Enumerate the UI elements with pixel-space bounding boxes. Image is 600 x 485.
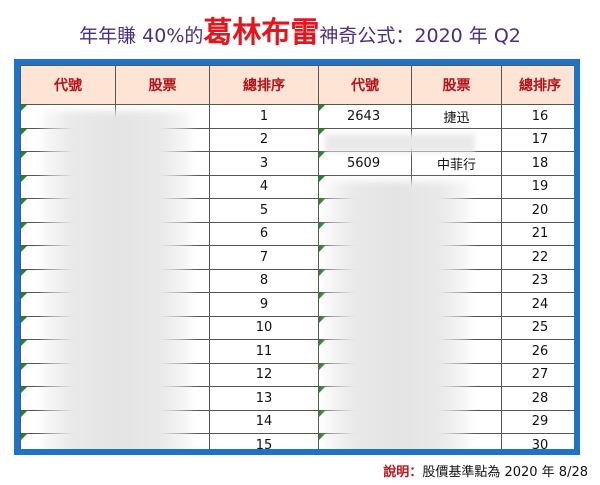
table-frame: 代號 股票 總排序 代號 股票 總排序 1 2643 捷迅 16 2 17 3 5609 中菲行…: [14, 59, 580, 455]
title-highlight: 葛林布雷: [203, 15, 320, 49]
cell-rank-right: 17: [501, 127, 574, 152]
header-row: 代號 股票 總排序 代號 股票 總排序: [20, 65, 574, 105]
header-rank-right: 總排序: [501, 65, 574, 105]
cell-rank-right: 29: [501, 409, 574, 434]
footnote-label: 說明：: [383, 465, 423, 480]
cell-rank-left: 12: [209, 362, 319, 387]
cell-rank-right: 27: [501, 362, 574, 387]
cell-rank-right: 25: [501, 315, 574, 340]
cell-rank-left: 6: [209, 221, 319, 246]
cell-rank-right: 22: [501, 245, 574, 270]
cell-rank-left: 3: [209, 151, 319, 176]
header-code-left: 代號: [20, 65, 116, 105]
cell-rank-right: 18: [501, 151, 574, 176]
redacted-region-row2: [325, 134, 475, 152]
cell-rank-right: 19: [501, 174, 574, 199]
cell-rank-left: 11: [209, 339, 319, 364]
title-prefix: 年年賺 40%的: [79, 25, 204, 47]
cell-stock-right: 中菲行: [411, 151, 502, 176]
cell-code-right: 2643: [318, 104, 412, 129]
cell-rank-left: 13: [209, 386, 319, 411]
cell-rank-left: 14: [209, 409, 319, 434]
footnote-text: 股價基準點為 2020 年 8/28: [422, 465, 588, 480]
cell-code-right: 5609: [318, 151, 412, 176]
redacted-region-left: [42, 111, 192, 449]
cell-rank-left: 9: [209, 292, 319, 317]
cell-rank-left: 2: [209, 127, 319, 152]
cell-rank-left: 10: [209, 315, 319, 340]
cell-rank-left: 8: [209, 268, 319, 293]
footnote: 說明：股價基準點為 2020 年 8/28: [383, 461, 588, 480]
cell-rank-right: 30: [501, 433, 574, 449]
cell-rank-right: 21: [501, 221, 574, 246]
cell-rank-left: 1: [209, 104, 319, 129]
cell-rank-right: 24: [501, 292, 574, 317]
cell-rank-left: 15: [209, 433, 319, 449]
redacted-region-right: [324, 181, 470, 449]
cell-rank-right: 28: [501, 386, 574, 411]
header-code-right: 代號: [318, 65, 412, 105]
cell-rank-left: 7: [209, 245, 319, 270]
cell-rank-left: 4: [209, 174, 319, 199]
page-title: 年年賺 40%的葛林布雷神奇公式：2020 年 Q2: [0, 12, 600, 52]
header-stock-left: 股票: [115, 65, 210, 105]
cell-stock-right: 捷迅: [411, 104, 502, 129]
cell-rank-right: 23: [501, 268, 574, 293]
cell-rank-left: 5: [209, 198, 319, 223]
table-container: 代號 股票 總排序 代號 股票 總排序 1 2643 捷迅 16 2 17 3 5609 中菲行…: [20, 65, 574, 449]
title-suffix: 神奇公式：2020 年 Q2: [319, 25, 521, 47]
header-rank-left: 總排序: [209, 65, 319, 105]
header-stock-right: 股票: [411, 65, 502, 105]
cell-rank-right: 20: [501, 198, 574, 223]
cell-rank-right: 26: [501, 339, 574, 364]
cell-rank-right: 16: [501, 104, 574, 129]
